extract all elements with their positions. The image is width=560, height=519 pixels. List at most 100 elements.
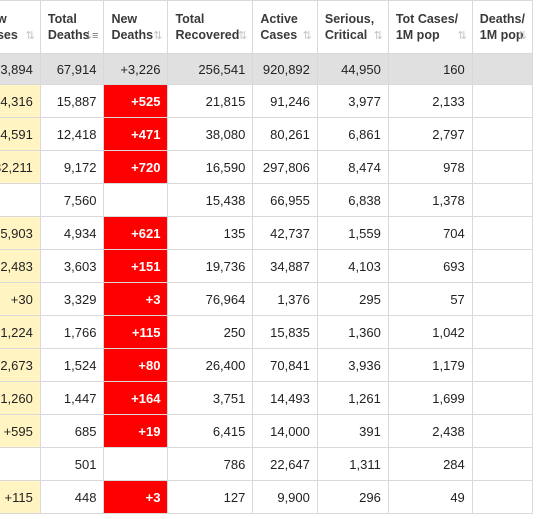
cell-total-recovered: 38,080 xyxy=(167,117,254,151)
table-header-row: NewCases⇅TotalDeaths⇣≡NewDeaths⇅TotalRec… xyxy=(0,0,534,54)
cell-tot-cases-per-1m: 693 xyxy=(387,249,473,283)
column-header-total-recovered[interactable]: Total Recovered ⇅ xyxy=(167,0,254,54)
column-header-active-cases[interactable]: Active Cases ⇅ xyxy=(252,0,318,54)
cell-new-cases: +30 xyxy=(0,282,41,316)
cell-total-recovered: 250 xyxy=(167,315,254,349)
cell-tot-cases-per-1m: 57 xyxy=(387,282,473,316)
column-header-new-cases[interactable]: New Cases ⇅ xyxy=(0,0,41,54)
cell-new-cases xyxy=(0,447,41,481)
cell-serious-critical: 6,838 xyxy=(316,183,389,217)
cell-total-deaths: 448 xyxy=(39,480,105,514)
cell-total-deaths: 12,418 xyxy=(39,117,105,151)
table-row: +30 3,329 +3 76,964 1,376 295 57 xyxy=(0,282,534,316)
cell-new-deaths: +720 xyxy=(103,150,169,184)
sort-arrows-icon[interactable]: ⇅ xyxy=(153,30,162,42)
cell-deaths-per-1m xyxy=(471,84,534,118)
cell-tot-cases-per-1m: 284 xyxy=(387,447,473,481)
cell-new-deaths: +471 xyxy=(103,117,169,151)
cell-total-deaths: 4,934 xyxy=(39,216,105,250)
covid-stats-table: NewCases⇅TotalDeaths⇣≡NewDeaths⇅TotalRec… xyxy=(0,0,534,514)
cell-tot-cases-per-1m: 1,699 xyxy=(387,381,473,415)
cell-new-cases: +32,211 xyxy=(0,150,41,184)
sort-arrows-icon[interactable]: ⇅ xyxy=(238,30,247,42)
sort-arrows-icon[interactable]: ⇣≡ xyxy=(83,30,99,42)
cell-total-recovered: 6,415 xyxy=(167,414,254,448)
cell-tot-cases-per-1m: 2,133 xyxy=(387,84,473,118)
sort-arrows-icon[interactable]: ⇅ xyxy=(373,30,383,42)
sort-arrows-icon[interactable]: ⇅ xyxy=(302,30,312,42)
cell-serious-critical: 4,103 xyxy=(316,249,389,283)
column-header-label-line1: Tot Cases/ xyxy=(395,12,459,26)
cell-deaths-per-1m xyxy=(471,183,534,217)
cell-active-cases: 9,900 xyxy=(252,480,318,514)
cell-total-deaths: 501 xyxy=(39,447,105,481)
column-header-label-line1: Active xyxy=(260,12,298,26)
cell-total-deaths: 3,329 xyxy=(39,282,105,316)
cell-total-deaths: 7,560 xyxy=(39,183,105,217)
cell-active-cases: 1,376 xyxy=(252,282,318,316)
cell-serious-critical: 1,311 xyxy=(316,447,389,481)
table-row: +115 448 +3 127 9,900 296 49 xyxy=(0,480,534,514)
column-header-tot-cases-per-1m[interactable]: Tot Cases/1M pop ⇅ xyxy=(387,0,473,54)
cell-deaths-per-1m xyxy=(471,480,534,514)
column-header-label-line1: Total xyxy=(47,12,77,26)
cell-new-cases: +2,483 xyxy=(0,249,41,283)
column-header-deaths-per-1m[interactable]: Deaths/1M pop ⇅ xyxy=(471,0,534,54)
cell-serious-critical: 6,861 xyxy=(316,117,389,151)
cell-new-deaths: +3 xyxy=(103,480,169,514)
cell-active-cases: 80,261 xyxy=(252,117,318,151)
cell-new-cases: +1,224 xyxy=(0,315,41,349)
cell-active-cases: 15,835 xyxy=(252,315,318,349)
cell-tot-cases-per-1m: 49 xyxy=(387,480,473,514)
cell-serious-critical: 1,360 xyxy=(316,315,389,349)
cell-total-deaths: 15,887 xyxy=(39,84,105,118)
sort-arrows-icon[interactable]: ⇅ xyxy=(25,30,35,42)
column-header-label-line1: Serious, xyxy=(324,12,375,26)
column-header-label-line1: New xyxy=(111,12,138,26)
cell-serious-critical: 3,977 xyxy=(316,84,389,118)
cell-tot-cases-per-1m: 978 xyxy=(387,150,473,184)
cell-deaths-per-1m xyxy=(471,282,534,316)
cell-tot-cases-per-1m: 704 xyxy=(387,216,473,250)
sort-arrows-icon[interactable]: ⇅ xyxy=(457,30,467,42)
cell-deaths-per-1m xyxy=(471,150,534,184)
cell-new-deaths xyxy=(103,447,169,481)
sort-arrows-icon[interactable]: ⇅ xyxy=(517,30,527,42)
cell-serious-critical: 8,474 xyxy=(316,150,389,184)
cell-new-cases: +83,894 xyxy=(0,53,41,85)
column-header-new-deaths[interactable]: New Deaths ⇅ xyxy=(103,0,169,54)
cell-active-cases: 66,955 xyxy=(252,183,318,217)
cell-tot-cases-per-1m: 1,179 xyxy=(387,348,473,382)
cell-total-recovered: 76,964 xyxy=(167,282,254,316)
cell-tot-cases-per-1m: 2,438 xyxy=(387,414,473,448)
cell-tot-cases-per-1m: 2,797 xyxy=(387,117,473,151)
cell-new-deaths: +19 xyxy=(103,414,169,448)
cell-new-cases: +595 xyxy=(0,414,41,448)
column-header-label-line2: Cases xyxy=(260,28,298,42)
table-body: +83,89467,914+3,226256,541920,89244,9501… xyxy=(0,53,534,514)
column-header-serious-critical[interactable]: Serious, Critical ⇅ xyxy=(316,0,389,54)
cell-deaths-per-1m xyxy=(471,381,534,415)
cell-total-recovered: 19,736 xyxy=(167,249,254,283)
cell-deaths-per-1m xyxy=(471,348,534,382)
cell-total-deaths: 9,172 xyxy=(39,150,105,184)
column-header-label-line2: 1M pop xyxy=(479,28,524,42)
column-header-label-line1: Total xyxy=(175,12,205,26)
cell-new-deaths: +3,226 xyxy=(103,53,169,85)
column-header-total-deaths[interactable]: Total Deaths ⇣≡ xyxy=(39,0,105,54)
cell-active-cases: 42,737 xyxy=(252,216,318,250)
cell-active-cases: 920,892 xyxy=(252,53,318,85)
cell-total-recovered: 786 xyxy=(167,447,254,481)
cell-deaths-per-1m xyxy=(471,117,534,151)
cell-deaths-per-1m xyxy=(471,447,534,481)
cell-total-deaths: 67,914 xyxy=(39,53,105,85)
table-row: +595 685 +19 6,415 14,000 391 2,438 xyxy=(0,414,534,448)
cell-active-cases: 34,887 xyxy=(252,249,318,283)
cell-new-deaths: +525 xyxy=(103,84,169,118)
cell-serious-critical: 3,936 xyxy=(316,348,389,382)
